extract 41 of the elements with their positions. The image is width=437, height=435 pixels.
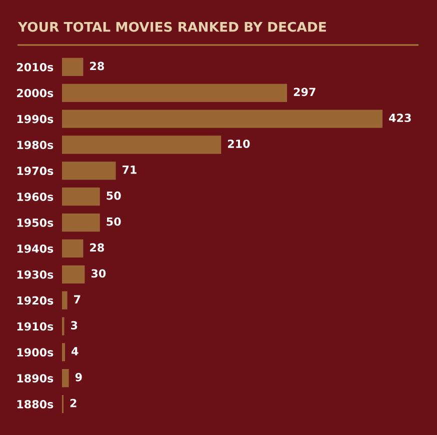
y-tick-label: 1940s — [17, 244, 54, 253]
bar — [62, 162, 116, 180]
bar — [62, 265, 85, 284]
bar — [62, 213, 100, 232]
bar — [62, 343, 66, 362]
data-label: 7 — [74, 295, 80, 304]
bar — [62, 110, 383, 128]
y-tick-label: 1890s — [17, 374, 54, 382]
data-label: 28 — [90, 243, 104, 252]
data-label: 423 — [389, 114, 411, 122]
chart-title: YOUR TOTAL MOVIES RANKED BY DECADE — [18, 22, 326, 32]
data-label: 28 — [90, 62, 104, 70]
y-tick-label: 1990s — [17, 114, 54, 124]
y-tick-label: 1920s — [17, 296, 54, 305]
data-label: 50 — [106, 191, 121, 200]
data-label: 30 — [91, 269, 106, 278]
bar — [62, 84, 288, 102]
y-tick-label: 1880s — [17, 400, 54, 408]
data-label: 9 — [75, 372, 82, 382]
y-tick-label: 2010s — [17, 62, 54, 72]
data-label: 4 — [72, 347, 78, 356]
bar — [62, 188, 100, 206]
y-tick-label: 1930s — [17, 270, 54, 279]
bar — [62, 239, 84, 258]
y-tick-label: 1950s — [17, 218, 54, 227]
bar — [62, 58, 84, 76]
y-tick-label: 1960s — [17, 192, 54, 201]
bar — [62, 136, 222, 154]
data-label: 3 — [71, 321, 78, 330]
data-label: 50 — [106, 217, 121, 226]
y-tick-label: 1970s — [17, 166, 54, 176]
bar — [62, 291, 68, 310]
data-label: 297 — [294, 88, 316, 96]
y-tick-label: 1980s — [17, 140, 54, 150]
data-label: 2 — [70, 398, 76, 408]
y-tick-label: 2000s — [17, 88, 54, 98]
data-label: 210 — [228, 140, 250, 148]
y-tick-label: 1910s — [17, 322, 54, 331]
data-label: 71 — [122, 166, 136, 174]
y-tick-label: 1900s — [17, 348, 54, 357]
bar — [62, 369, 69, 388]
